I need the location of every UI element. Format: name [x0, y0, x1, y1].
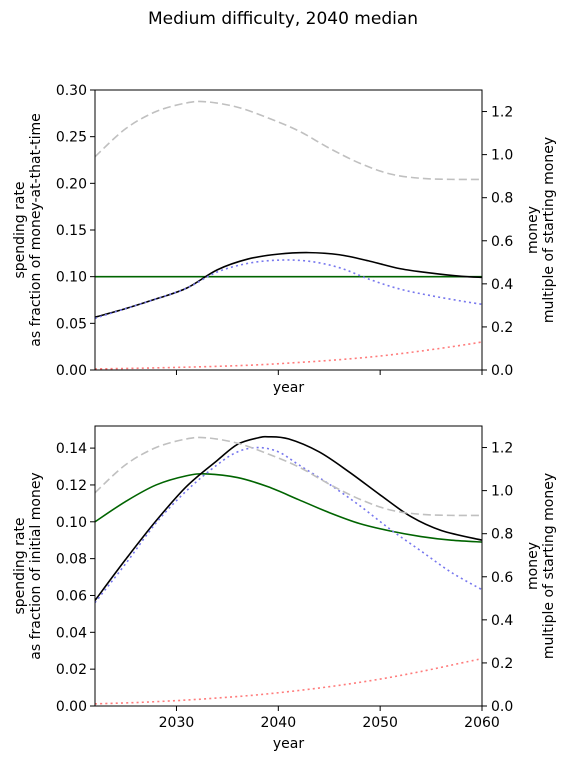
- left-y-tick-label: 0.05: [56, 316, 87, 332]
- series-line-2: [95, 435, 482, 601]
- right-y-tick-label: 0.8: [491, 527, 513, 543]
- series-line-1: [95, 472, 482, 543]
- right-y-tick-label: 1.0: [491, 484, 513, 500]
- right-y-tick-label: 0.2: [491, 320, 513, 336]
- left-y-tick-label: 0.15: [56, 223, 87, 239]
- series-line-2: [95, 251, 482, 318]
- left-y-axis-label-line1: spending rate: [12, 181, 28, 278]
- left-y-tick-label: 0.00: [56, 363, 87, 379]
- left-y-tick-label: 0.08: [56, 552, 87, 568]
- right-y-tick-label: 0.8: [491, 191, 513, 207]
- left-y-tick-label: 0.25: [56, 130, 87, 146]
- right-y-tick-label: 1.2: [491, 105, 513, 121]
- left-y-tick-label: 0.06: [56, 588, 87, 604]
- left-y-axis-label-line2: as fraction of initial money: [28, 472, 44, 659]
- top-chart-panel: 0.00 0.05 0.10 0.15 0.20 0.25 0.30 0.0 0.2 0.4 0.6…: [12, 83, 557, 396]
- left-y-tick-label: 0.30: [56, 83, 87, 99]
- left-y-tick-label: 0.12: [56, 478, 87, 494]
- series-line-4: [95, 657, 482, 705]
- plot-frame: [94, 89, 483, 371]
- bottom-chart-panel: 0.00 0.02 0.04 0.06 0.08 0.10 0.12 0.14 0.0 0.2 0.…: [12, 425, 557, 752]
- right-y-tick-label: 0.2: [491, 656, 513, 672]
- right-y-axis-label-line1: money: [525, 206, 541, 254]
- x-axis-label: year: [273, 380, 304, 396]
- series-line-5: [95, 436, 482, 517]
- left-y-tick-label: 0.10: [56, 515, 87, 531]
- series-line-3: [95, 446, 482, 604]
- series-line-4: [95, 341, 482, 370]
- left-y-tick-label: 0.04: [56, 625, 87, 641]
- left-y-tick-label: 0.14: [56, 441, 87, 457]
- series-line-3: [95, 259, 482, 320]
- right-y-axis-label-line1: money: [525, 542, 541, 590]
- right-y-tick-label: 0.0: [491, 699, 513, 715]
- right-y-tick-label: 0.6: [491, 570, 513, 586]
- right-y-tick-label: 0.4: [491, 277, 513, 293]
- left-y-axis-label-line2: as fraction of money-at-that-time: [28, 113, 44, 347]
- series-line-5: [95, 100, 482, 181]
- right-y-tick-label: 1.0: [491, 148, 513, 164]
- right-y-tick-label: 0.6: [491, 234, 513, 250]
- x-tick-label: 2030: [159, 715, 195, 731]
- x-tick-label: 2040: [260, 715, 296, 731]
- right-y-tick-label: 1.2: [491, 441, 513, 457]
- left-y-axis-label-line1: spending rate: [12, 517, 28, 614]
- right-y-axis-label-line2: multiple of starting money: [541, 473, 557, 659]
- left-y-tick-label: 0.20: [56, 176, 87, 192]
- right-y-tick-label: 0.0: [491, 363, 513, 379]
- figure-title: Medium difficulty, 2040 median: [148, 9, 418, 29]
- x-axis-label: year: [273, 736, 304, 752]
- left-y-tick-label: 0.10: [56, 270, 87, 286]
- plot-frame: [94, 425, 483, 707]
- right-y-tick-label: 0.4: [491, 613, 513, 629]
- left-y-tick-label: 0.02: [56, 662, 87, 678]
- left-y-tick-label: 0.00: [56, 699, 87, 715]
- x-tick-label: 2050: [362, 715, 398, 731]
- right-y-axis-label-line2: multiple of starting money: [541, 137, 557, 323]
- x-tick-label: 2060: [464, 715, 500, 731]
